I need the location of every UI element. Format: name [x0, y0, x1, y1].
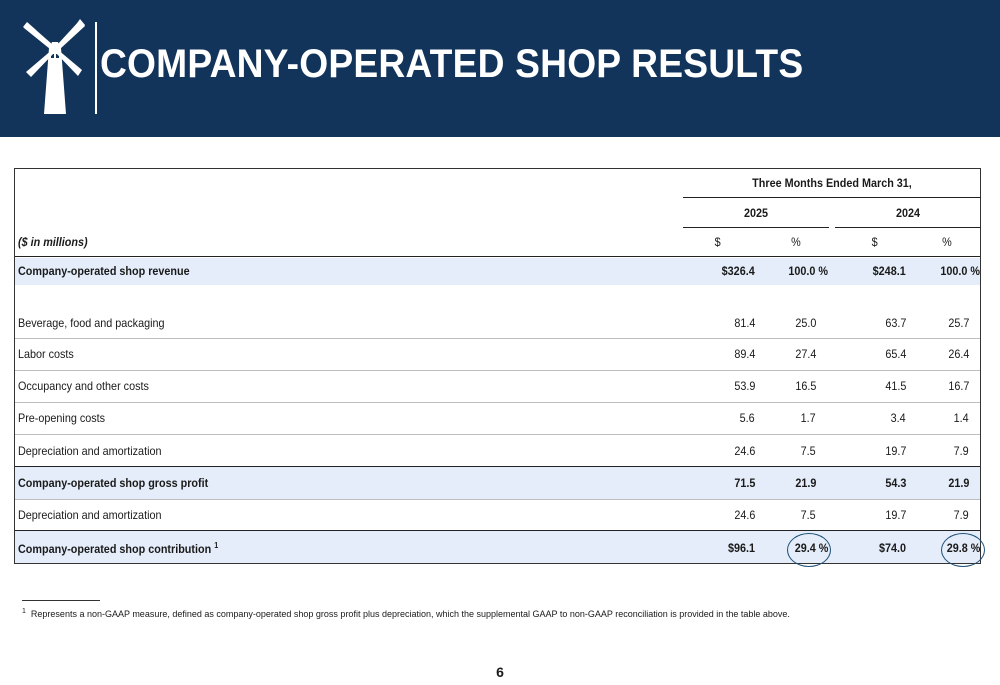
- row-value-2024-dollar: 54.3: [884, 476, 906, 490]
- row-value-2025-dollar: 71.5: [733, 476, 755, 490]
- row-value-2025-dollar: $326.4: [721, 264, 755, 278]
- row-label: Depreciation and amortization: [18, 508, 162, 522]
- row-label-text: Company-operated shop contribution: [18, 542, 212, 556]
- row-value-2024-percent: 7.9: [953, 508, 969, 522]
- col-header-2025-percent: %: [791, 235, 801, 249]
- row-value-2024-percent: 1.4: [953, 411, 969, 425]
- footnote-text: Represents a non-GAAP measure, defined a…: [30, 609, 790, 619]
- highlight-circle-2025: [787, 533, 831, 567]
- row-value-2024-percent: 16.7: [947, 379, 969, 393]
- year-2025-header: 2025: [743, 206, 769, 220]
- year-2025-rule: [683, 227, 829, 228]
- row-value-2024-percent: 26.4: [947, 347, 969, 361]
- col-header-2025-dollar: $: [714, 235, 721, 249]
- row-value-2025-dollar: 81.4: [733, 316, 755, 330]
- row-value-2024-dollar: $248.1: [872, 264, 906, 278]
- row-label: Depreciation and amortization: [18, 444, 162, 458]
- period-header: Three Months Ended March 31,: [752, 176, 912, 190]
- year-2024-rule: [835, 227, 981, 228]
- row-divider: [15, 499, 980, 500]
- footnote: 1 Represents a non-GAAP measure, defined…: [22, 608, 790, 619]
- footnote-ref: 1: [214, 541, 219, 550]
- row-divider: [15, 530, 980, 531]
- footnote-marker: 1: [22, 608, 26, 615]
- row-value-2025-dollar: $96.1: [727, 541, 755, 555]
- row-value-2025-dollar: 5.6: [739, 411, 755, 425]
- row-divider: [15, 466, 980, 467]
- row-label: Pre-opening costs: [18, 411, 106, 425]
- row-value-2025-dollar: 53.9: [733, 379, 755, 393]
- row-value-2024-dollar: 65.4: [884, 347, 906, 361]
- row-value-2024-dollar: 19.7: [884, 508, 906, 522]
- row-value-2024-percent: 7.9: [953, 444, 969, 458]
- footnote-rule: [22, 600, 100, 601]
- units-label: ($ in millions): [18, 235, 88, 249]
- row-divider: [15, 402, 980, 403]
- col-header-2024-percent: %: [942, 235, 952, 249]
- row-value-2025-percent: 1.7: [800, 411, 816, 425]
- highlight-circle-2024: [941, 533, 985, 567]
- revenue-row-highlight: [15, 258, 980, 285]
- row-divider: [15, 338, 980, 339]
- row-label: Beverage, food and packaging: [18, 316, 165, 330]
- page-title: COMPANY-OPERATED SHOP RESULTS: [100, 42, 804, 86]
- slide-header: COMPANY-OPERATED SHOP RESULTS: [0, 0, 1000, 137]
- row-value-2025-dollar: 24.6: [733, 508, 755, 522]
- period-rule: [683, 197, 981, 198]
- row-value-2025-percent: 7.5: [800, 444, 816, 458]
- row-value-2025-percent: 7.5: [800, 508, 816, 522]
- row-label: Company-operated shop gross profit: [18, 476, 209, 490]
- row-value-2025-dollar: 24.6: [733, 444, 755, 458]
- row-value-2024-dollar: 3.4: [890, 411, 906, 425]
- row-value-2024-percent: 100.0 %: [940, 264, 980, 278]
- header-rule: [15, 256, 980, 257]
- row-value-2025-percent: 16.5: [794, 379, 816, 393]
- col-header-2024-dollar: $: [871, 235, 878, 249]
- row-divider: [15, 434, 980, 435]
- row-value-2025-dollar: 89.4: [733, 347, 755, 361]
- row-value-2024-dollar: 41.5: [884, 379, 906, 393]
- gross-profit-row-highlight: [15, 467, 980, 499]
- row-value-2025-percent: 25.0: [794, 316, 816, 330]
- row-value-2024-dollar: 63.7: [884, 316, 906, 330]
- row-value-2024-dollar: $74.0: [878, 541, 906, 555]
- row-value-2025-percent: 21.9: [794, 476, 816, 490]
- row-label: Labor costs: [18, 347, 74, 361]
- row-value-2024-percent: 21.9: [947, 476, 969, 490]
- row-label: Company-operated shop contribution 1: [18, 541, 218, 556]
- row-label: Occupancy and other costs: [18, 379, 149, 393]
- logo-divider: [95, 22, 97, 114]
- year-2024-header: 2024: [895, 206, 921, 220]
- row-value-2025-percent: 27.4: [794, 347, 816, 361]
- row-value-2025-percent: 100.0 %: [788, 264, 828, 278]
- row-label: Company-operated shop revenue: [18, 264, 190, 278]
- shop-results-table: [14, 168, 981, 564]
- page-number: 6: [496, 664, 504, 680]
- row-value-2024-percent: 25.7: [947, 316, 969, 330]
- row-value-2024-dollar: 19.7: [884, 444, 906, 458]
- windmill-icon: [23, 19, 85, 114]
- row-divider: [15, 370, 980, 371]
